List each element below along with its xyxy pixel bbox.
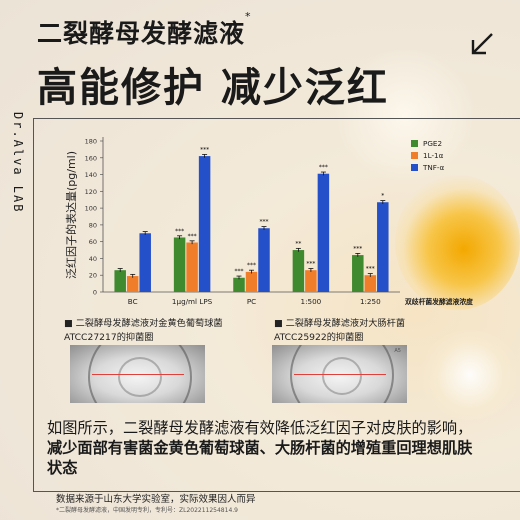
y-tick-label: 120	[85, 188, 97, 196]
significance-label: ***	[353, 245, 362, 252]
explanation-paragraph: 如图所示，二裂酵母发酵滤液有效降低泛红因子对皮肤的影响， 减少面部有害菌金黄色葡萄…	[47, 418, 487, 478]
significance-label: ***	[175, 228, 184, 235]
bar-1l-1-	[186, 242, 198, 292]
y-tick-label: 0	[93, 289, 97, 297]
y-tick-label: 60	[89, 238, 97, 246]
significance-label: ***	[260, 219, 269, 226]
legend-swatch	[411, 140, 418, 147]
content-frame	[33, 118, 520, 492]
headline-product-text: 二裂酵母发酵滤液	[37, 19, 246, 48]
bar-chart: 0 20 40 60 80 100 120 140 160 180 泛红因子的表达量(pg/ml) B…	[64, 137, 473, 306]
y-tick-label: 40	[89, 255, 97, 263]
caption-right-line2: ATCC25922的抑菌圈	[274, 332, 364, 343]
bar-pge2	[292, 250, 305, 292]
bar-pge2	[352, 255, 364, 292]
patent-note: *二裂酵母发酵滤液，中国发明专利，专利号：ZL202211254814.9	[56, 507, 238, 514]
y-tick-label: 20	[89, 272, 97, 280]
legend-swatch	[411, 164, 418, 171]
bar-tnf-	[258, 228, 270, 292]
y-axis-title: 泛红因子的表达量(pg/ml)	[64, 151, 78, 279]
caption-square-icon: ■	[274, 318, 286, 329]
x-axis-title: 双歧杆菌发酵滤液浓度	[405, 297, 473, 306]
y-tick-label: 100	[85, 205, 97, 213]
y-tick-label: 160	[85, 154, 97, 162]
significance-label: ***	[306, 261, 315, 268]
bar-1l-1-	[245, 271, 258, 292]
background-bubble	[420, 330, 520, 420]
bar-tnf-	[377, 202, 389, 292]
caption-left-line1: 二裂酵母发酵滤液对金黄色葡萄球菌	[75, 318, 223, 329]
significance-label: ***	[200, 146, 209, 153]
x-tick-label: 1:500	[301, 297, 322, 306]
bar-1l-1-	[364, 275, 377, 292]
significance-label: ***	[366, 266, 375, 273]
significance-label: ***	[188, 233, 197, 240]
x-tick-label: 1:250	[360, 297, 381, 306]
figure-caption-left: ■ 二裂酵母发酵滤液对金黄色葡萄球菌 ATCC27217的抑菌圈	[64, 317, 223, 345]
x-tick-label: PC	[247, 297, 256, 306]
legend-label: TNF-α	[422, 163, 444, 172]
background-glow	[330, 50, 480, 180]
headline-product: 二裂酵母发酵滤液*	[37, 10, 252, 50]
x-tick-label: BC	[128, 297, 138, 306]
legend-label: PGE2	[423, 139, 442, 148]
explanation-plain: 如图所示，二裂酵母发酵滤液有效降低泛红因子对皮肤的影响，	[47, 419, 473, 437]
headline-footnote-mark: *	[245, 10, 252, 23]
bar-pge2	[173, 237, 186, 292]
background-yolk-blob	[395, 175, 520, 310]
figure-caption-right: ■ 二裂酵母发酵滤液对大肠杆菌 ATCC25922的抑菌圈	[274, 317, 405, 345]
legend-label: 1L-1α	[423, 151, 444, 160]
bar-pge2	[114, 270, 126, 292]
petri-dish-photo-right: A5	[272, 345, 407, 403]
legend-swatch	[411, 152, 418, 159]
x-tick-label: 1μg/ml LPS	[172, 297, 213, 306]
bar-tnf-	[317, 173, 330, 292]
significance-label: **	[295, 240, 301, 247]
bar-tnf-	[139, 233, 151, 292]
arrow-down-left-icon	[471, 33, 493, 55]
caption-square-icon: ■	[64, 318, 76, 329]
bar-1l-1-	[126, 276, 139, 292]
bar-pge2	[233, 277, 245, 292]
significance-label: *	[381, 193, 384, 200]
source-note: 数据来源于山东大学实验室，实际效果因人而异	[56, 494, 256, 505]
significance-label: ***	[319, 164, 328, 171]
significance-label: ***	[235, 268, 244, 275]
bar-1l-1-	[305, 270, 317, 292]
dish-mark: A5	[394, 348, 401, 354]
caption-left-line2: ATCC27217的抑菌圈	[64, 332, 154, 343]
y-tick-label: 140	[85, 171, 97, 179]
y-tick-label: 80	[89, 221, 97, 229]
bar-tnf-	[198, 156, 211, 292]
petri-dish-photo-left	[70, 345, 205, 403]
significance-label: ***	[247, 262, 256, 269]
explanation-bold: 减少面部有害菌金黄色葡萄球菌、大肠杆菌的增殖重回理想肌肤状态	[47, 439, 473, 477]
headline-benefit: 高能修护 减少泛红	[37, 65, 389, 111]
y-tick-label: 180	[85, 138, 97, 146]
brand-side-label: Dr.Alva LAB	[11, 112, 25, 214]
caption-right-line1: 二裂酵母发酵滤液对大肠杆菌	[285, 318, 406, 329]
